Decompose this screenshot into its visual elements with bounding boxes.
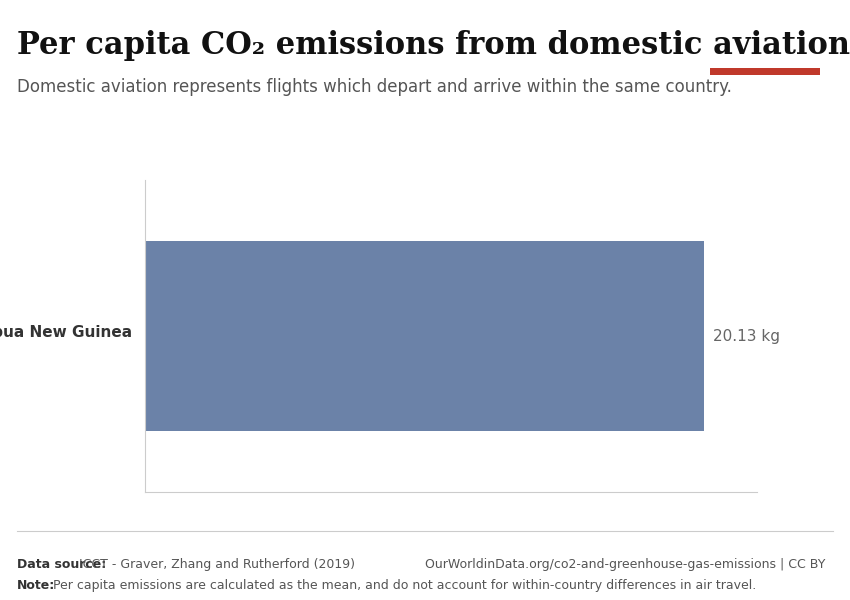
Text: Per capita CO₂ emissions from domestic aviation, 2018: Per capita CO₂ emissions from domestic a… (17, 30, 850, 61)
Bar (710, 68, 820, 75)
Text: Per capita emissions are calculated as the mean, and do not account for within-c: Per capita emissions are calculated as t… (49, 579, 756, 592)
Text: Data source:: Data source: (17, 558, 106, 571)
Text: Domestic aviation represents flights which depart and arrive within the same cou: Domestic aviation represents flights whi… (17, 78, 732, 96)
Text: in Data: in Data (743, 45, 787, 55)
Text: 20.13 kg: 20.13 kg (713, 329, 779, 343)
Text: OurWorldinData.org/co2-and-greenhouse-gas-emissions | CC BY: OurWorldinData.org/co2-and-greenhouse-ga… (425, 558, 825, 571)
Text: Our World: Our World (734, 27, 796, 37)
Bar (144, 241, 705, 431)
Text: Papua New Guinea: Papua New Guinea (0, 325, 132, 340)
Text: Note:: Note: (17, 579, 55, 592)
Text: ICCT - Graver, Zhang and Rutherford (2019): ICCT - Graver, Zhang and Rutherford (201… (75, 558, 354, 571)
